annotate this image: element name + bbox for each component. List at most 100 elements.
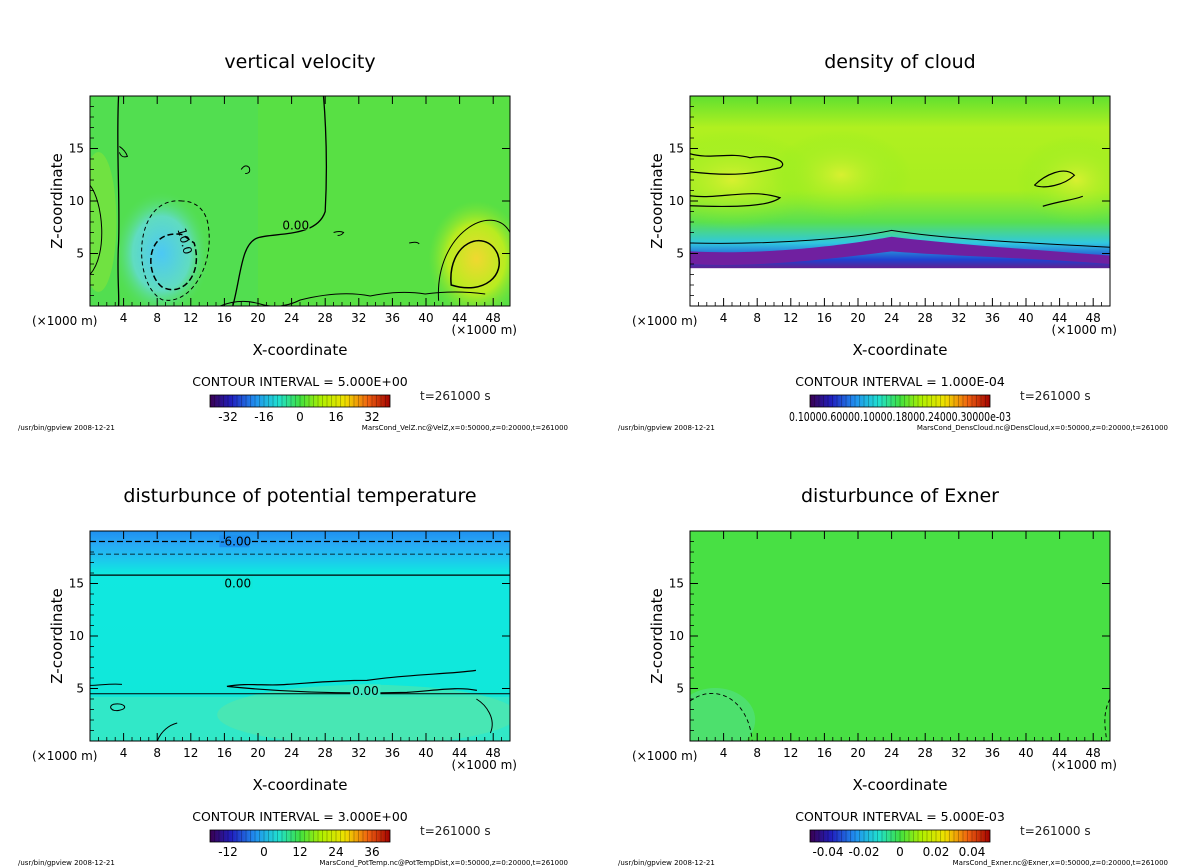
colorbar-label: -32 bbox=[218, 410, 238, 424]
colorbar-label: 0 bbox=[260, 845, 268, 859]
footer-program: /usr/bin/gpview 2008-12-21 bbox=[618, 424, 715, 432]
chart-title: disturbunce of Exner bbox=[801, 485, 999, 507]
x-tick-label: 28 bbox=[318, 311, 333, 325]
x-tick-label: 12 bbox=[783, 746, 798, 760]
y-tick-label: 15 bbox=[669, 142, 684, 156]
x-tick-label: 20 bbox=[850, 746, 865, 760]
x-unit-left: (×1000 m) bbox=[632, 749, 697, 763]
contour-line bbox=[438, 219, 510, 301]
x-tick-label: 8 bbox=[153, 311, 161, 325]
x-tick-label: 40 bbox=[1018, 746, 1033, 760]
colorbar-label: -16 bbox=[254, 410, 274, 424]
panel-3: disturbunce of potential temperature -6.0… bbox=[18, 485, 568, 867]
x-tick-label: 48 bbox=[486, 311, 501, 325]
contour-line bbox=[226, 669, 478, 694]
colorbar-label: -12 bbox=[218, 845, 238, 859]
x-tick-label: 20 bbox=[250, 311, 265, 325]
x-tick-label: 44 bbox=[452, 311, 467, 325]
chart-title: vertical velocity bbox=[224, 51, 375, 73]
footer-source: MarsCond_Exner.nc@Exner,x=0:50000,z=0:20… bbox=[953, 859, 1168, 867]
y-tick-label: 5 bbox=[76, 247, 84, 261]
contour-line bbox=[118, 145, 129, 158]
field-shading bbox=[690, 96, 1110, 306]
y-tick-label: 10 bbox=[69, 194, 84, 208]
x-tick-label: 36 bbox=[985, 746, 1000, 760]
y-axis-label: Z-coordinate bbox=[648, 153, 666, 248]
x-tick-label: 32 bbox=[951, 746, 966, 760]
field-shading bbox=[690, 531, 1110, 741]
x-axis-label: X-coordinate bbox=[253, 776, 348, 794]
colorbar-label: 0 bbox=[296, 410, 304, 424]
x-tick-label: 24 bbox=[884, 311, 899, 325]
colorbar: 0.10000.60000.10000.18000.24000.30000e-0… bbox=[789, 394, 1011, 424]
colorbar-label: 24 bbox=[328, 845, 343, 859]
colorbar-label: 16 bbox=[328, 410, 343, 424]
contour-label: 0.00 bbox=[224, 577, 251, 591]
contour-line bbox=[1104, 698, 1110, 741]
time-stamp: t=261000 s bbox=[1020, 389, 1091, 403]
y-tick-label: 5 bbox=[676, 682, 684, 696]
x-tick-label: 28 bbox=[918, 746, 933, 760]
colorbar-label: 0.02 bbox=[923, 845, 950, 859]
x-tick-label: 36 bbox=[385, 746, 400, 760]
x-tick-label: 44 bbox=[1052, 746, 1067, 760]
colorbar: -32 -16 0 16 32 bbox=[209, 394, 391, 424]
contour-interval: CONTOUR INTERVAL = 3.000E+00 bbox=[192, 809, 408, 824]
x-tick-label: 20 bbox=[850, 311, 865, 325]
footer-source: MarsCond_PotTemp.nc@PotTempDist,x=0:5000… bbox=[319, 859, 568, 867]
contour-label: 0.00 bbox=[282, 218, 309, 232]
contour-interval: CONTOUR INTERVAL = 5.000E+00 bbox=[192, 374, 408, 389]
footer-source: MarsCond_VelZ.nc@VelZ,x=0:50000,z=0:2000… bbox=[362, 424, 568, 432]
x-unit-left: (×1000 m) bbox=[32, 749, 97, 763]
x-tick-label: 28 bbox=[918, 311, 933, 325]
x-tick-label: 16 bbox=[817, 746, 832, 760]
contour-interval: CONTOUR INTERVAL = 1.000E-04 bbox=[795, 374, 1005, 389]
time-stamp: t=261000 s bbox=[1020, 824, 1091, 838]
contour-line bbox=[476, 698, 493, 734]
colorbar-label: -0.04 bbox=[812, 845, 843, 859]
contour-line bbox=[690, 153, 784, 175]
x-tick-label: 40 bbox=[418, 311, 433, 325]
contour-line bbox=[690, 229, 1110, 248]
x-tick-label: 36 bbox=[985, 311, 1000, 325]
x-tick-label: 16 bbox=[217, 746, 232, 760]
contour-line bbox=[690, 193, 782, 208]
contour-label: 0.00 bbox=[352, 684, 379, 698]
contour-line bbox=[141, 200, 210, 301]
cloud-base bbox=[690, 236, 1110, 265]
colorbar-label: 0 bbox=[896, 845, 904, 859]
x-unit-left: (×1000 m) bbox=[632, 314, 697, 328]
x-tick-label: 28 bbox=[318, 746, 333, 760]
contour-line bbox=[232, 96, 327, 306]
colorbar: -0.04 -0.02 0 0.02 0.04 bbox=[809, 829, 991, 859]
contour-interval: CONTOUR INTERVAL = 5.000E-03 bbox=[795, 809, 1005, 824]
x-axis-label: X-coordinate bbox=[853, 776, 948, 794]
chart-title: density of cloud bbox=[824, 51, 976, 73]
y-tick-label: 15 bbox=[669, 577, 684, 591]
footer-program: /usr/bin/gpview 2008-12-21 bbox=[618, 859, 715, 867]
time-stamp: t=261000 s bbox=[420, 389, 491, 403]
colorbar-label: -0.02 bbox=[848, 845, 879, 859]
x-tick-label: 40 bbox=[418, 746, 433, 760]
footer-program: /usr/bin/gpview 2008-12-21 bbox=[18, 859, 115, 867]
contour-line bbox=[690, 692, 753, 741]
colorbar-label: 0.04 bbox=[959, 845, 986, 859]
x-tick-label: 4 bbox=[720, 746, 728, 760]
x-tick-label: 8 bbox=[753, 311, 761, 325]
footer-source: MarsCond_DensCloud.nc@DensCloud,x=0:5000… bbox=[917, 424, 1168, 432]
x-unit-right: (×1000 m) bbox=[1052, 323, 1117, 337]
x-unit-right: (×1000 m) bbox=[452, 323, 517, 337]
field-shading: 10.0 0.00 bbox=[90, 96, 510, 306]
y-tick-label: 15 bbox=[69, 577, 84, 591]
contour-line bbox=[117, 96, 120, 306]
x-tick-label: 36 bbox=[385, 311, 400, 325]
contour-line bbox=[90, 683, 123, 686]
contour-line bbox=[450, 240, 500, 289]
x-tick-label: 44 bbox=[1052, 311, 1067, 325]
colorbar: -12 0 12 24 36 bbox=[209, 829, 391, 859]
y-axis-label: Z-coordinate bbox=[48, 588, 66, 683]
x-unit-right: (×1000 m) bbox=[1052, 758, 1117, 772]
